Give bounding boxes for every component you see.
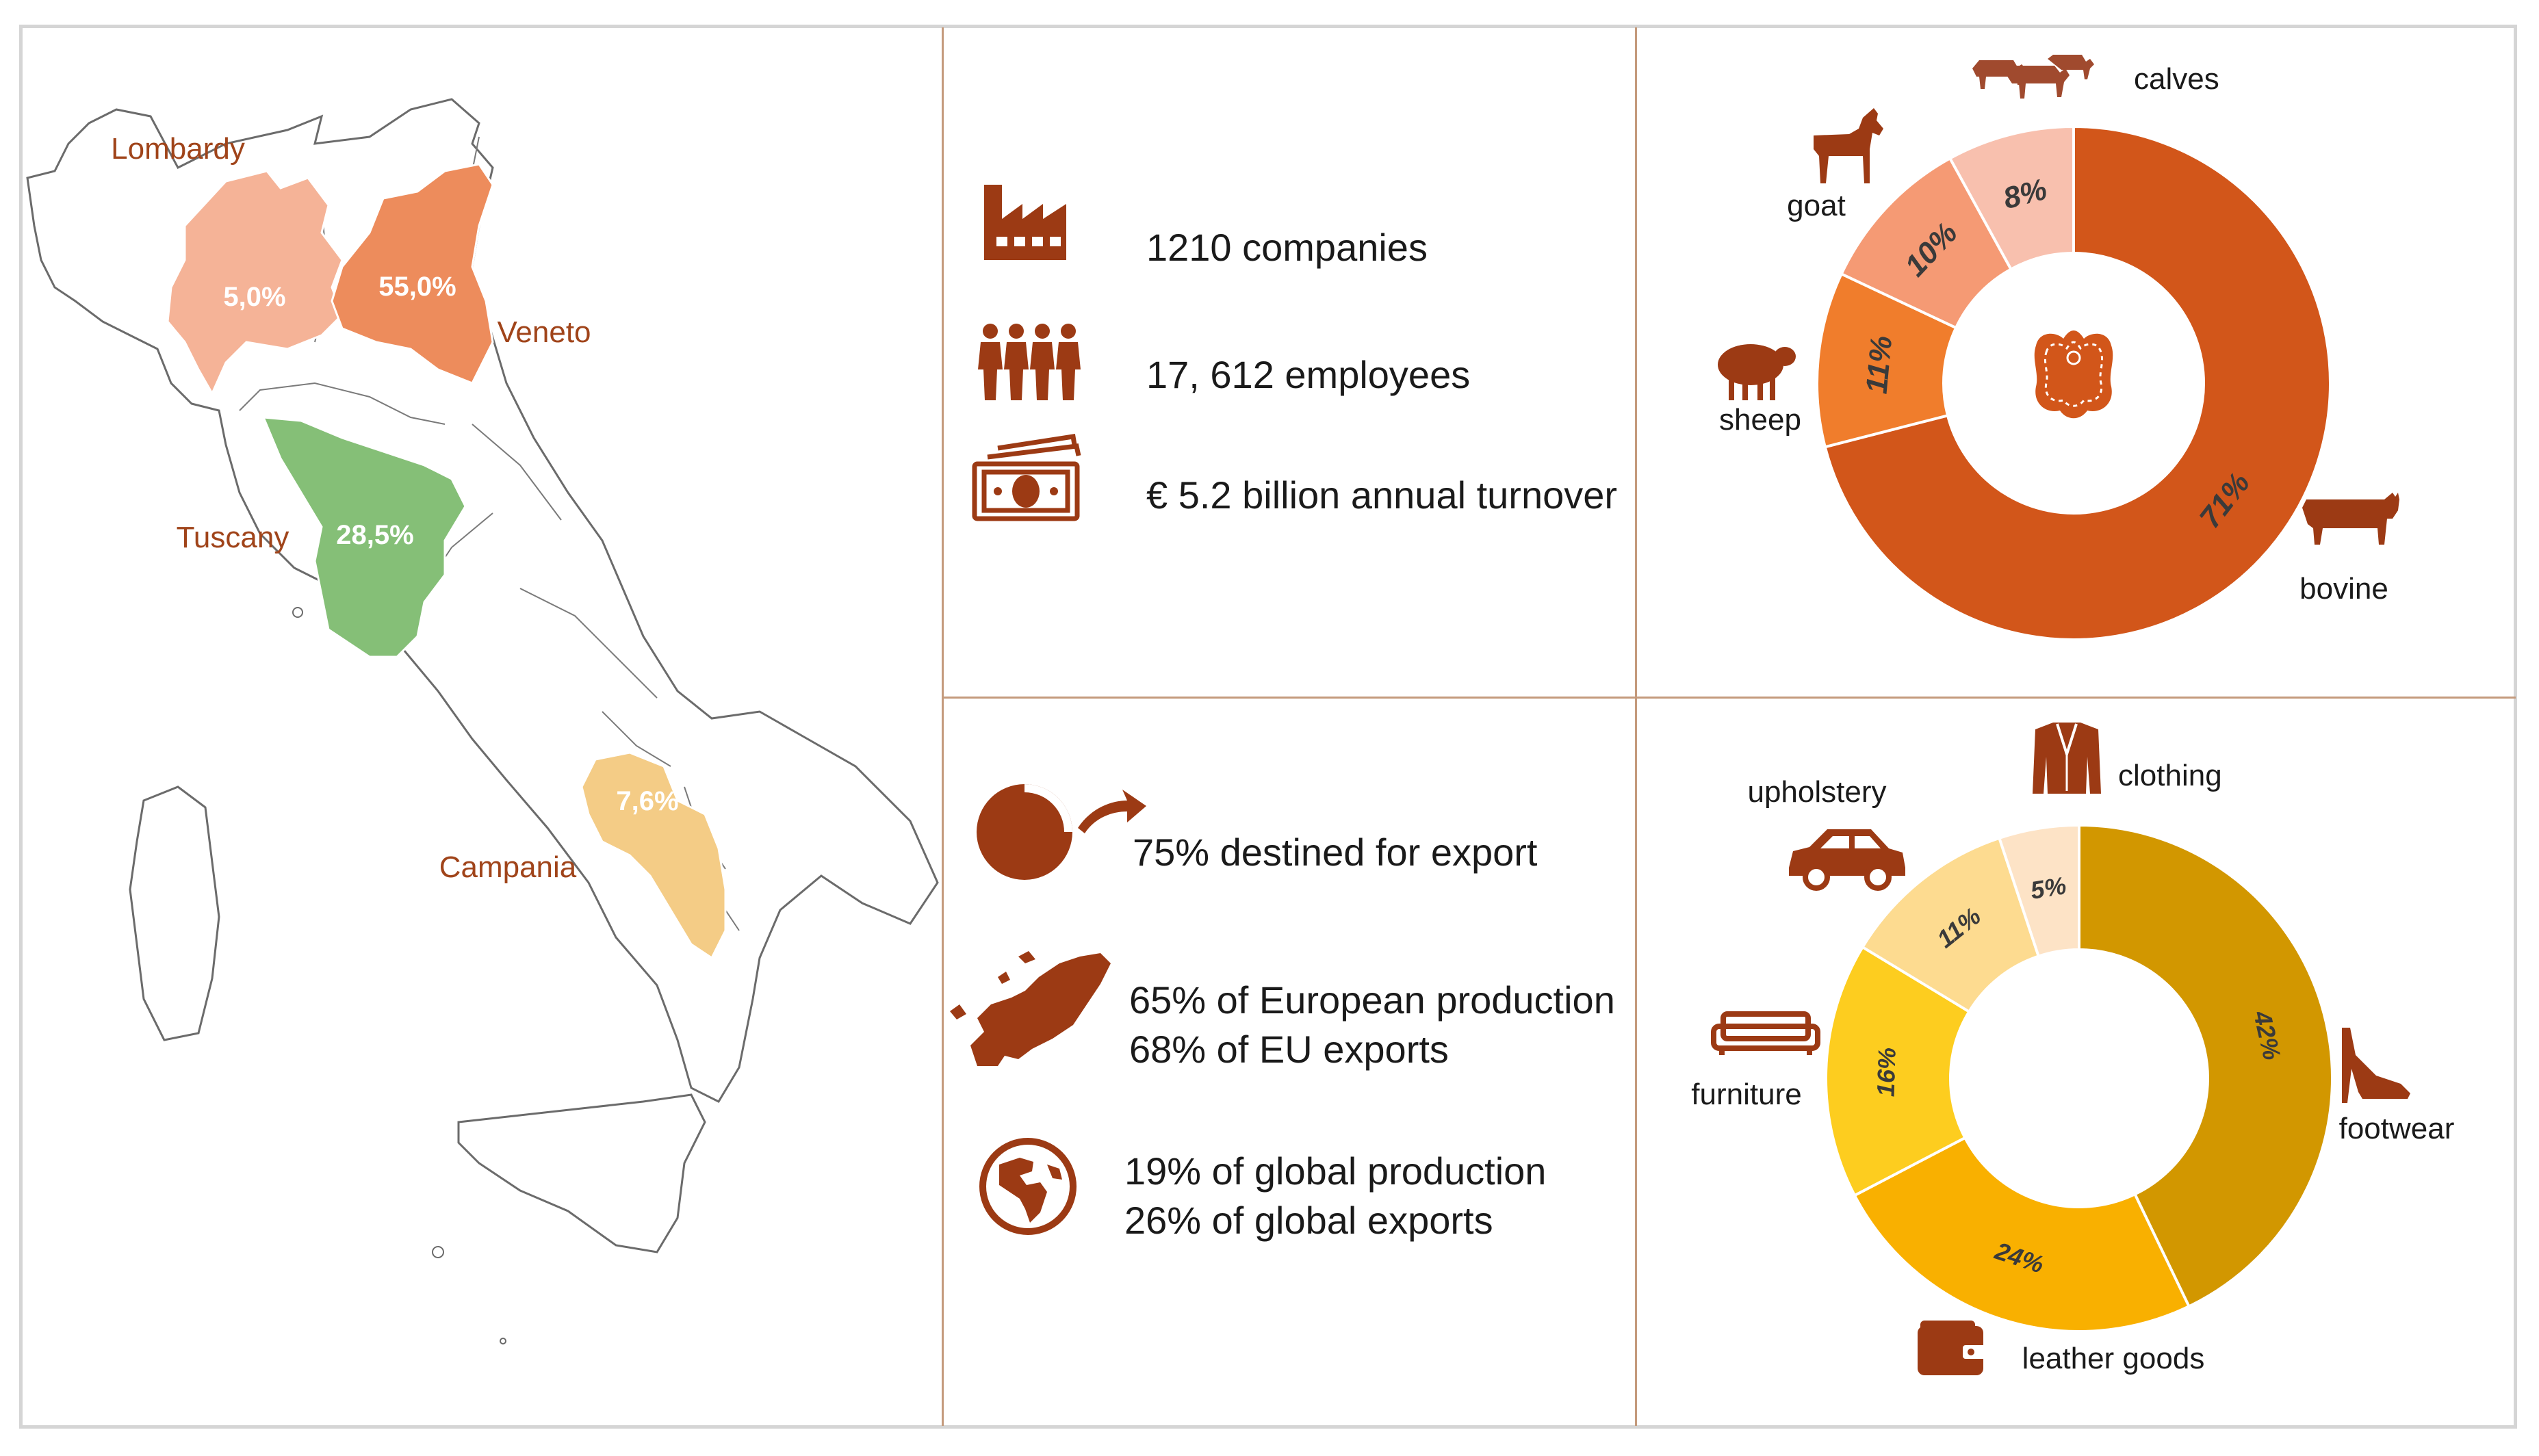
donut2-slice-furniture bbox=[1825, 945, 1971, 1197]
donut1-slice-sheep bbox=[1816, 272, 1958, 449]
global-exports-stat: 26% of global exports bbox=[1124, 1199, 1493, 1242]
donut2-category-label-clothing: clothing bbox=[2118, 759, 2222, 792]
tuscany-share-label: 28,5% bbox=[336, 520, 413, 550]
car-icon bbox=[1789, 829, 1905, 891]
campania-name-label: Campania bbox=[439, 850, 577, 884]
people-icon bbox=[978, 324, 1081, 400]
money-icon bbox=[972, 434, 1081, 521]
lombardy-name-label: Lombardy bbox=[111, 132, 245, 166]
lombardy-share-label: 5,0% bbox=[223, 282, 285, 312]
cow-icon bbox=[2302, 493, 2399, 545]
employees-stat: 17, 612 employees bbox=[1146, 353, 1471, 396]
divider-horizontal bbox=[942, 697, 2516, 699]
donut2-value-label-furniture: 16% bbox=[1872, 1047, 1901, 1097]
leather-hide-icon bbox=[2034, 330, 2113, 419]
companies-stat: 1210 companies bbox=[1146, 226, 1428, 269]
europe-map-icon bbox=[950, 951, 1111, 1066]
pie-export-icon bbox=[977, 784, 1146, 880]
jacket-icon bbox=[2033, 723, 2101, 794]
region-campania bbox=[580, 751, 727, 960]
eu-exports-stat: 68% of EU exports bbox=[1129, 1028, 1449, 1071]
donut2-category-label-leather-goods: leather goods bbox=[2022, 1342, 2205, 1375]
export-stat: 75% destined for export bbox=[1133, 831, 1538, 874]
italy-map: 5,0% 55,0% 28,5% 7,6% Lombardy Veneto Tu… bbox=[26, 98, 939, 1344]
donut2-category-label-upholstery: upholstery bbox=[1747, 775, 1886, 809]
veneto-name-label: Veneto bbox=[497, 315, 591, 349]
donut1-value-label-sheep: 11% bbox=[1860, 335, 1899, 395]
donut1-category-label-bovine: bovine bbox=[2299, 572, 2388, 606]
donut1-slice-bovine bbox=[1823, 125, 2332, 641]
sheep-icon bbox=[1718, 344, 1796, 400]
donut2-category-label-footwear: footwear bbox=[2339, 1112, 2455, 1145]
global-production-stat: 19% of global production bbox=[1124, 1149, 1547, 1193]
region-veneto bbox=[331, 163, 494, 385]
calves-icon bbox=[1972, 55, 2094, 99]
wallet-icon bbox=[1918, 1321, 1986, 1375]
region-lombardy bbox=[166, 170, 344, 396]
donut1-category-label-goat: goat bbox=[1787, 189, 1846, 222]
sardinia-outline bbox=[129, 785, 220, 1041]
europe-production-stat: 65% of European production bbox=[1129, 978, 1615, 1022]
veneto-share-label: 55,0% bbox=[378, 272, 456, 302]
high-heel-icon bbox=[2342, 1028, 2410, 1103]
region-tuscany bbox=[261, 416, 467, 658]
donut1-slice-calves bbox=[1948, 125, 2075, 272]
divider-vertical-right bbox=[1635, 27, 1637, 1426]
goat-icon bbox=[1814, 108, 1883, 183]
donut1-category-label-sheep: sheep bbox=[1719, 403, 1801, 437]
donut2-value-label-clothing: 5% bbox=[2028, 871, 2068, 905]
donut2-slice-leather-goods bbox=[1853, 1136, 2191, 1333]
donut2-slice-footwear bbox=[2078, 823, 2334, 1309]
turnover-stat: € 5.2 billion annual turnover bbox=[1146, 473, 1618, 517]
globe-icon bbox=[979, 1138, 1077, 1235]
factory-icon bbox=[984, 185, 1066, 260]
tuscany-name-label: Tuscany bbox=[177, 521, 289, 554]
donut2-slice-clothing bbox=[1997, 823, 2080, 959]
sofa-icon bbox=[1711, 1011, 1820, 1055]
campania-share-label: 7,6% bbox=[616, 786, 678, 816]
donut2-slice-upholstery bbox=[1860, 836, 2041, 1014]
divider-vertical-left bbox=[942, 27, 944, 1426]
donut2-category-label-furniture: furniture bbox=[1691, 1078, 1801, 1111]
donut1-category-label-calves: calves bbox=[2134, 62, 2219, 96]
sicily-outline bbox=[457, 1093, 706, 1253]
